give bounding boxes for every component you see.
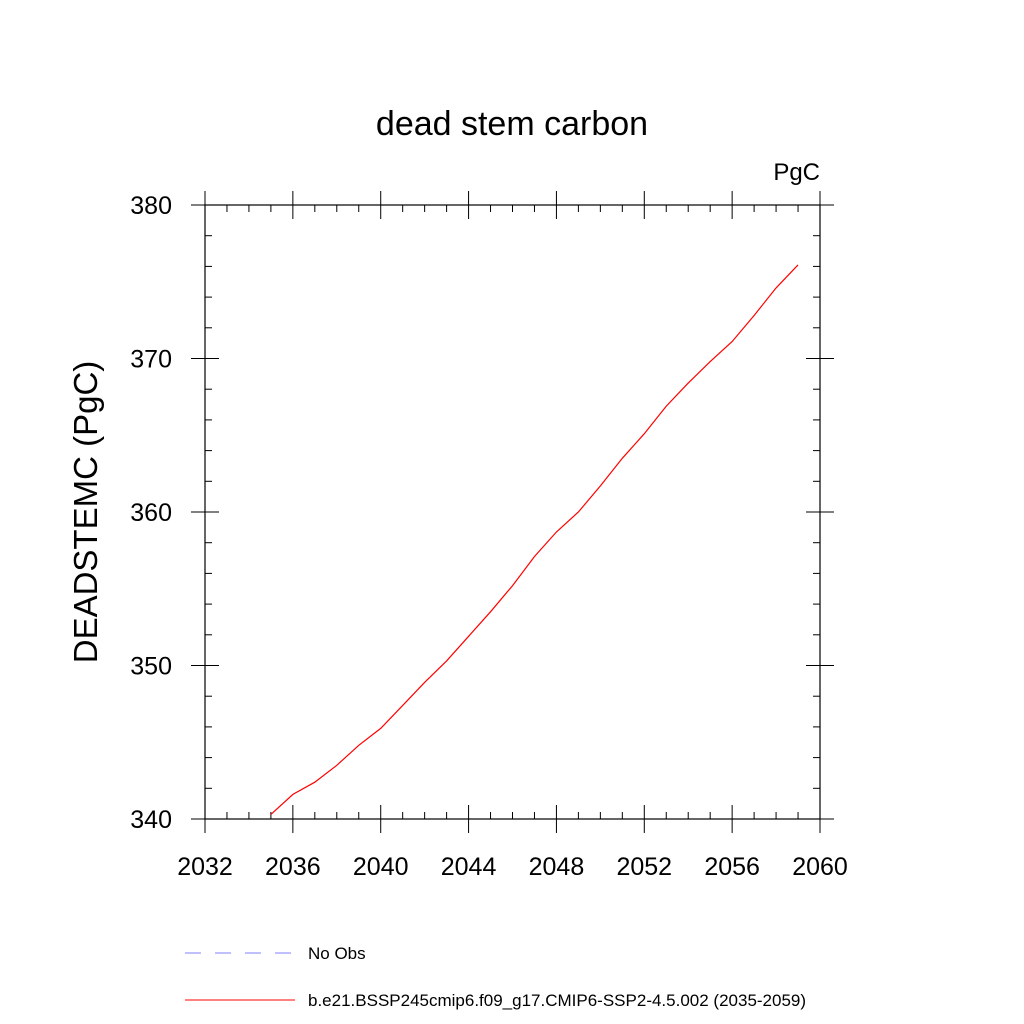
legend-label: No Obs xyxy=(308,944,366,963)
series-line xyxy=(270,264,799,815)
y-tick-label: 350 xyxy=(130,653,172,681)
units-label: PgC xyxy=(773,159,820,186)
x-tick-label: 2036 xyxy=(265,853,321,881)
y-axis-label: DEADSTEMC (PgC) xyxy=(67,361,104,664)
plot-area xyxy=(270,264,799,815)
y-tick-label: 380 xyxy=(130,192,172,220)
x-tick-label: 2060 xyxy=(792,853,848,881)
y-tick-label: 370 xyxy=(130,346,172,374)
legend-label: b.e21.BSSP245cmip6.f09_g17.CMIP6-SSP2-4.… xyxy=(308,991,806,1010)
x-tick-label: 2044 xyxy=(441,853,497,881)
x-tick-label: 2048 xyxy=(529,853,585,881)
x-tick-label: 2052 xyxy=(616,853,672,881)
x-tick-label: 2032 xyxy=(177,853,233,881)
y-tick-label: 360 xyxy=(130,499,172,527)
x-tick-label: 2056 xyxy=(704,853,760,881)
x-tick-label: 2040 xyxy=(353,853,409,881)
x-tick-labels: 2032 2036 2040 2044 2048 2052 2056 2060 xyxy=(177,853,848,881)
y-tick-label: 340 xyxy=(130,806,172,834)
legend: No Obs b.e21.BSSP245cmip6.f09_g17.CMIP6-S… xyxy=(185,944,806,1010)
y-tick-labels: 340 350 360 370 380 xyxy=(130,192,172,834)
plot-frame xyxy=(204,204,821,820)
chart-title: dead stem carbon xyxy=(376,105,648,143)
